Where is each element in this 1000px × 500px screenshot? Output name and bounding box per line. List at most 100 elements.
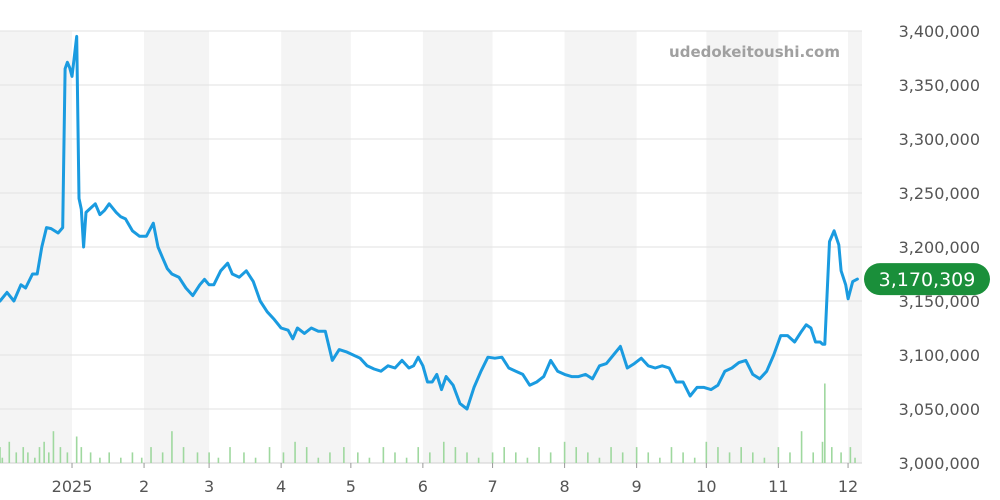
x-tick-label: 10 bbox=[696, 477, 716, 496]
volume-bar bbox=[466, 452, 468, 463]
volume-bar bbox=[59, 447, 62, 463]
x-tick-label: 5 bbox=[346, 477, 356, 496]
volume-bar bbox=[598, 457, 601, 463]
volume-bar bbox=[454, 447, 457, 463]
volume-bar bbox=[693, 457, 696, 463]
volume-bar bbox=[705, 441, 708, 463]
price-line bbox=[0, 34, 859, 411]
volume-bar bbox=[526, 457, 529, 463]
volume-bar bbox=[477, 457, 480, 463]
volume-bar bbox=[538, 447, 540, 463]
volume-bar bbox=[575, 447, 578, 463]
volume-bar bbox=[563, 441, 566, 463]
x-axis-labels: 2025 2 3 4 5 6 7 8 9 10 11 12 bbox=[52, 477, 859, 496]
x-tick-label: 6 bbox=[418, 477, 428, 496]
volume-bar bbox=[80, 447, 83, 463]
x-tick-label: 3 bbox=[204, 477, 214, 496]
volume-bar bbox=[22, 447, 25, 463]
volume-bar bbox=[52, 431, 55, 463]
volume-bar bbox=[43, 441, 45, 463]
volume-bar bbox=[182, 447, 185, 463]
volume-bar bbox=[635, 447, 638, 463]
volume-bar bbox=[429, 452, 431, 463]
volume-bar bbox=[824, 383, 826, 463]
volume-bar bbox=[849, 447, 852, 463]
volume-bar bbox=[120, 457, 122, 463]
x-tick-label: 2 bbox=[139, 477, 149, 496]
y-tick-label: 3,250,000 bbox=[899, 184, 980, 203]
volume-bar bbox=[789, 452, 791, 463]
volume-bar bbox=[66, 452, 69, 463]
latest-value-label: 3,170,309 bbox=[879, 269, 976, 291]
volume-bar bbox=[229, 447, 231, 463]
grid-lines bbox=[0, 30, 862, 468]
volume-bar bbox=[8, 441, 11, 463]
volume-bar bbox=[317, 457, 320, 463]
volume-bar bbox=[343, 447, 345, 463]
y-tick-label: 3,350,000 bbox=[899, 76, 980, 95]
volume-bar bbox=[0, 447, 1, 463]
volume-bar bbox=[243, 452, 245, 463]
x-tick-label: 8 bbox=[560, 477, 570, 496]
volume-bar bbox=[491, 452, 494, 463]
volume-bar bbox=[682, 452, 684, 463]
y-tick-label: 3,050,000 bbox=[899, 400, 980, 419]
y-tick-label: 3,100,000 bbox=[899, 346, 980, 365]
volume-bar bbox=[171, 431, 173, 463]
watermark-text: udedokeitoushi.com bbox=[669, 43, 840, 61]
volume-bar bbox=[854, 457, 856, 463]
volume-bar bbox=[357, 452, 359, 463]
volume-bar bbox=[89, 452, 92, 463]
volume-bar bbox=[140, 457, 143, 463]
volume-bar bbox=[27, 452, 29, 463]
volume-bar bbox=[417, 447, 420, 463]
volume-bar bbox=[99, 457, 101, 463]
volume-bar bbox=[800, 431, 803, 463]
volume-bar bbox=[405, 457, 408, 463]
price-series bbox=[0, 34, 859, 411]
volume-bar bbox=[442, 441, 445, 463]
y-tick-label: 3,150,000 bbox=[899, 292, 980, 311]
volume-bar bbox=[740, 447, 742, 463]
volume-bar bbox=[294, 441, 296, 463]
volume-bar bbox=[131, 452, 134, 463]
volume-bar bbox=[587, 452, 589, 463]
volume-bar bbox=[812, 452, 815, 463]
volume-bar bbox=[717, 447, 719, 463]
volume-bar bbox=[549, 452, 552, 463]
volume-bar bbox=[217, 457, 220, 463]
y-tick-label: 3,300,000 bbox=[899, 130, 980, 149]
volume-bar bbox=[763, 457, 766, 463]
y-axis-labels: 3,000,000 3,050,000 3,100,000 3,150,000 3,20… bbox=[899, 22, 980, 473]
latest-value-badge: 3,170,309 bbox=[864, 263, 990, 296]
volume-bar bbox=[840, 452, 842, 463]
latest-value-badge-bg bbox=[864, 263, 990, 296]
volume-bar bbox=[621, 452, 624, 463]
volume-bar bbox=[305, 447, 308, 463]
volume-bar bbox=[150, 447, 152, 463]
volume-bar bbox=[728, 452, 731, 463]
volume-bar bbox=[821, 441, 824, 463]
volume-bar bbox=[329, 452, 331, 463]
volume-bar bbox=[368, 457, 371, 463]
volume-bar bbox=[47, 452, 50, 463]
volume-bar bbox=[268, 447, 271, 463]
x-tick-label: 11 bbox=[768, 477, 788, 496]
y-tick-label: 3,400,000 bbox=[899, 22, 980, 41]
volume-bar bbox=[394, 452, 396, 463]
y-tick-label: 3,000,000 bbox=[899, 454, 980, 473]
volume-bar bbox=[254, 457, 257, 463]
volume-bar bbox=[15, 452, 18, 463]
volume-bar bbox=[515, 452, 517, 463]
x-tick-label: 9 bbox=[632, 477, 642, 496]
volume-bar bbox=[382, 447, 385, 463]
volume-bar bbox=[38, 447, 41, 463]
volume-bar bbox=[108, 452, 111, 463]
volume-bar bbox=[75, 436, 78, 463]
x-tick-label: 2025 bbox=[52, 477, 93, 496]
volume-bar bbox=[659, 457, 661, 463]
y-tick-label: 3,200,000 bbox=[899, 238, 980, 257]
volume-bar bbox=[196, 452, 199, 463]
volume-bar bbox=[670, 447, 673, 463]
